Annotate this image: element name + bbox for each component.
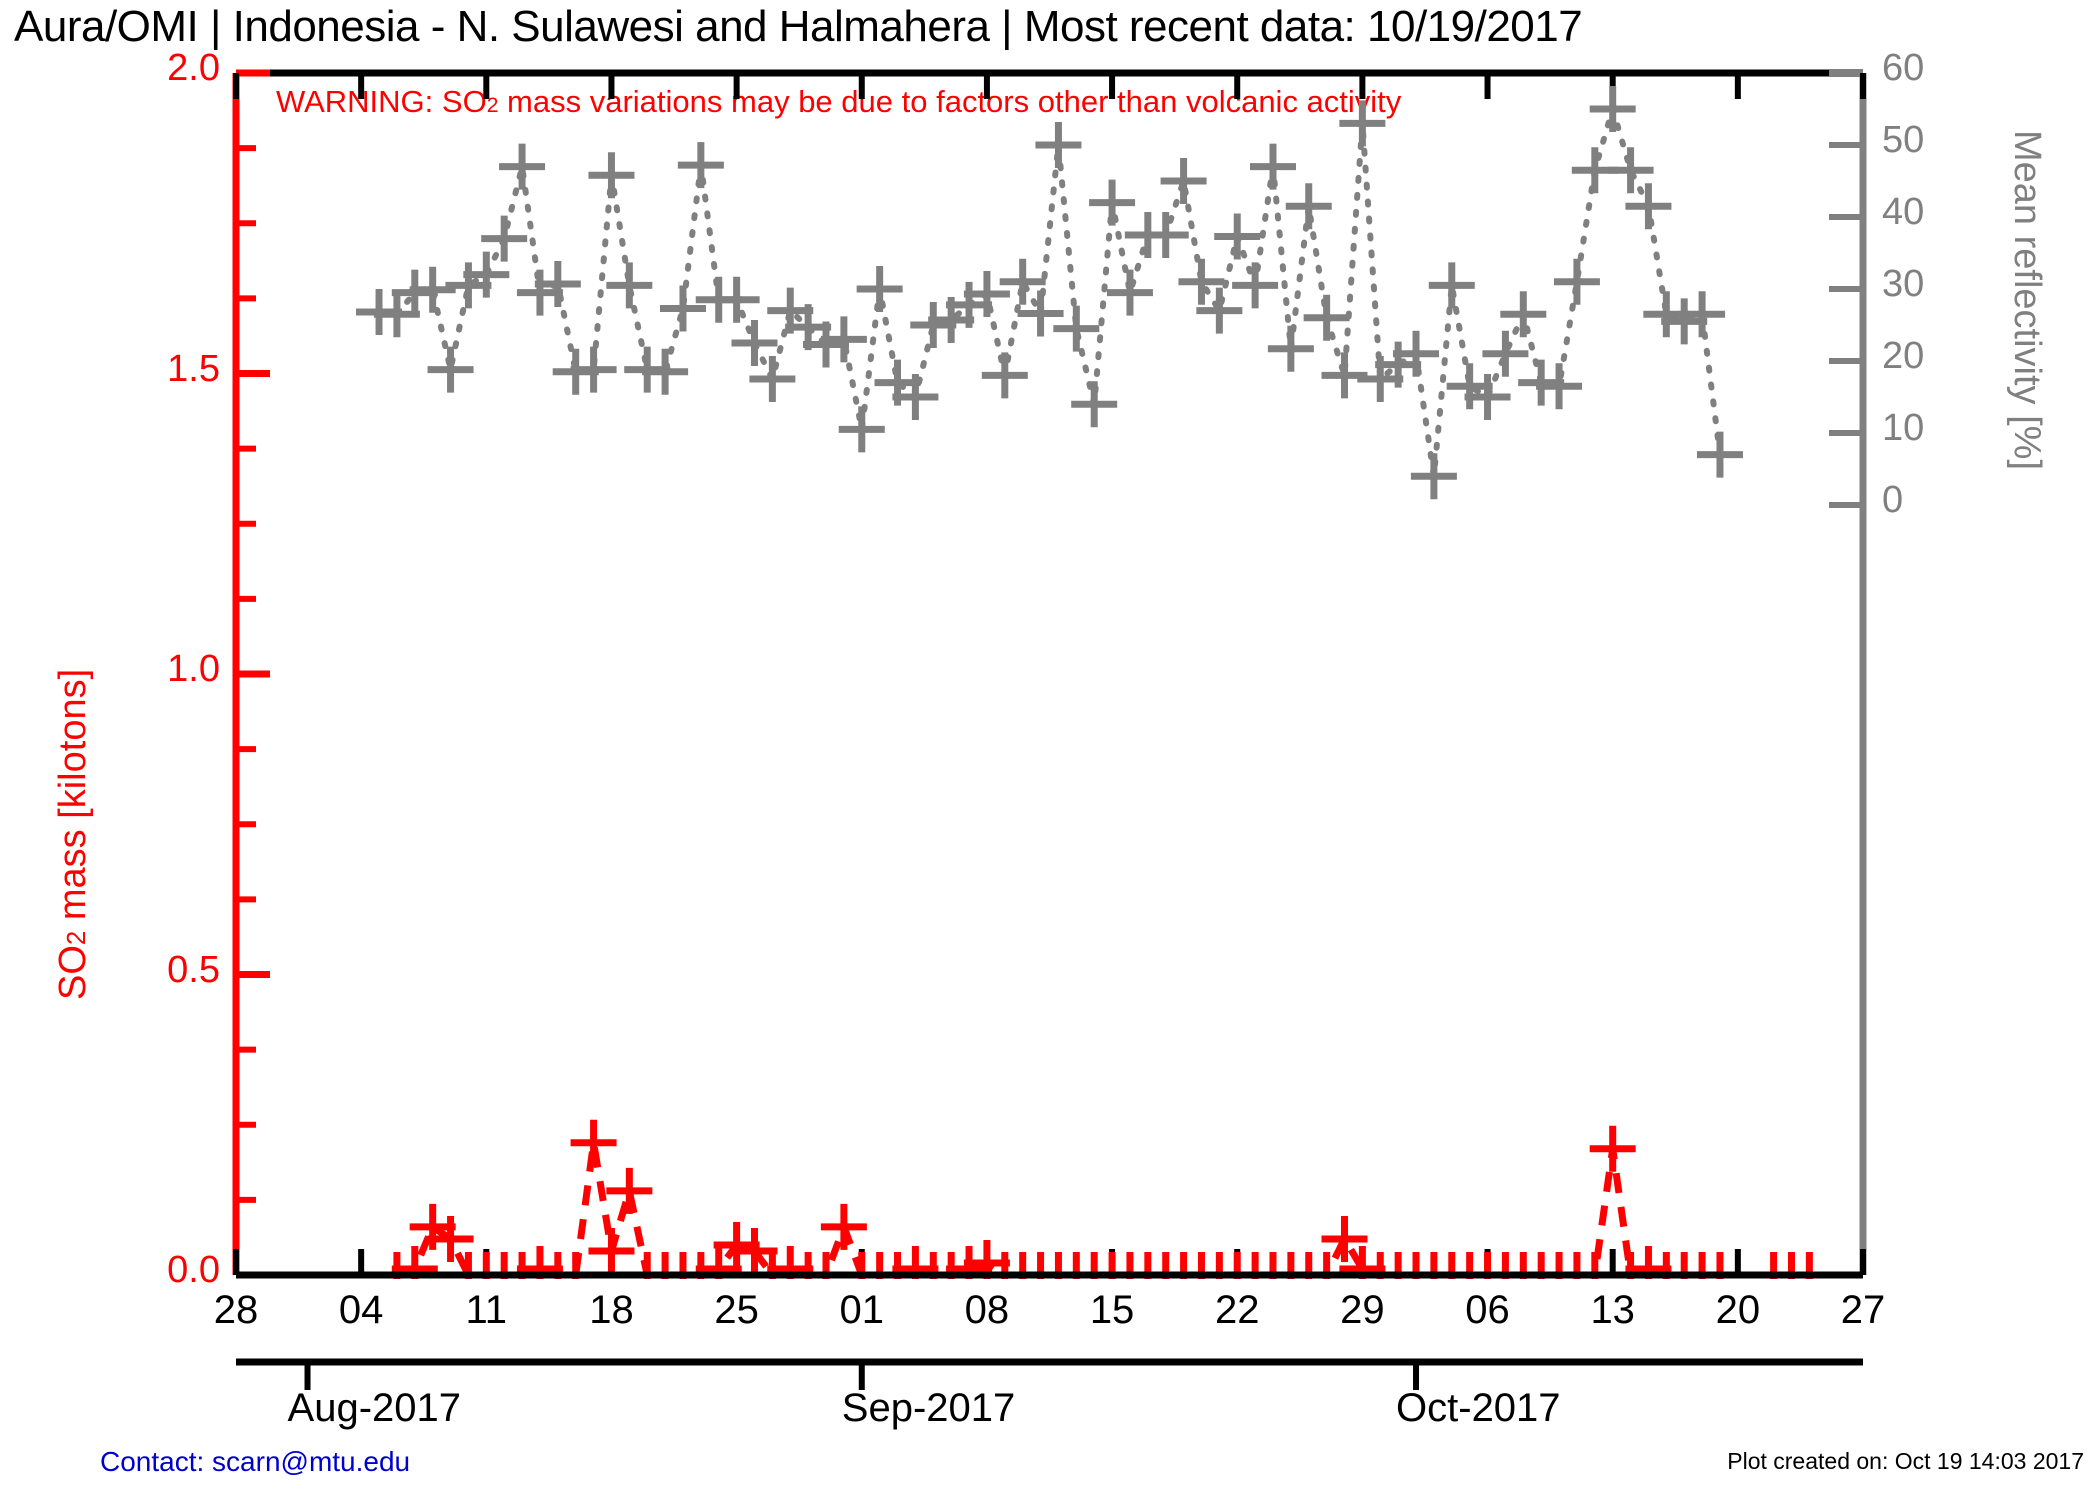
series-line-mean-reflectivity <box>376 98 1723 477</box>
x-axis-month-label: Aug-2017 <box>287 1386 461 1430</box>
left-axis-tick-label: 2.0 <box>167 47 220 89</box>
x-axis-tick-label: 13 <box>1590 1288 1635 1332</box>
x-axis-tick-label: 28 <box>213 1288 259 1332</box>
warning-subscript: 2 <box>486 94 499 117</box>
left-axis-tick-label: 0.5 <box>167 948 220 991</box>
warning-text: WARNING: SO2 mass variations may be due … <box>276 84 1401 120</box>
right-axis-tick-label: 20 <box>1882 335 1925 377</box>
x-axis-tick-label: 22 <box>1214 1288 1260 1332</box>
x-axis-tick-label: 29 <box>1340 1288 1385 1332</box>
right-axis-tick-label: 40 <box>1882 191 1925 233</box>
x-axis-tick-label: 11 <box>465 1288 508 1332</box>
right-axis-tick-label: 50 <box>1882 119 1925 161</box>
right-axis-tick-label: 30 <box>1882 263 1925 305</box>
x-axis-month-label: Sep-2017 <box>841 1386 1016 1430</box>
right-axis-tick-label: 0 <box>1882 479 1904 521</box>
left-axis-tick-label: 1.5 <box>167 347 220 390</box>
contact-link[interactable]: Contact: scarn@mtu.edu <box>100 1446 411 1477</box>
x-axis-tick-label: 01 <box>839 1288 885 1332</box>
warning-text-post: mass variations may be due to factors ot… <box>498 84 1402 119</box>
x-axis-month-label: Oct-2017 <box>1396 1386 1561 1430</box>
x-axis-tick-label: 06 <box>1465 1288 1510 1332</box>
left-axis-tick-label: 1.0 <box>167 648 220 690</box>
right-axis-tick-label: 10 <box>1882 407 1925 449</box>
x-axis-tick-label: 27 <box>1840 1288 1886 1332</box>
right-axis-tick-label: 60 <box>1882 47 1925 89</box>
x-axis-tick-label: 20 <box>1715 1288 1761 1332</box>
x-axis-tick-label: 18 <box>589 1288 634 1332</box>
left-axis-tick-label: 0.0 <box>167 1249 220 1291</box>
x-axis-tick-label: 25 <box>714 1288 759 1332</box>
page-title: Aura/OMI | Indonesia - N. Sulawesi and H… <box>14 2 1583 51</box>
warning-text-pre: WARNING: SO <box>276 84 487 119</box>
x-axis-tick-label: 04 <box>338 1288 384 1332</box>
below-axis-mask <box>0 1279 2100 1339</box>
x-axis-tick-label: 15 <box>1089 1288 1135 1332</box>
plot-created-stamp: Plot created on: Oct 19 14:03 2017 <box>1727 1448 2084 1474</box>
x-axis-tick-label: 08 <box>964 1288 1010 1332</box>
